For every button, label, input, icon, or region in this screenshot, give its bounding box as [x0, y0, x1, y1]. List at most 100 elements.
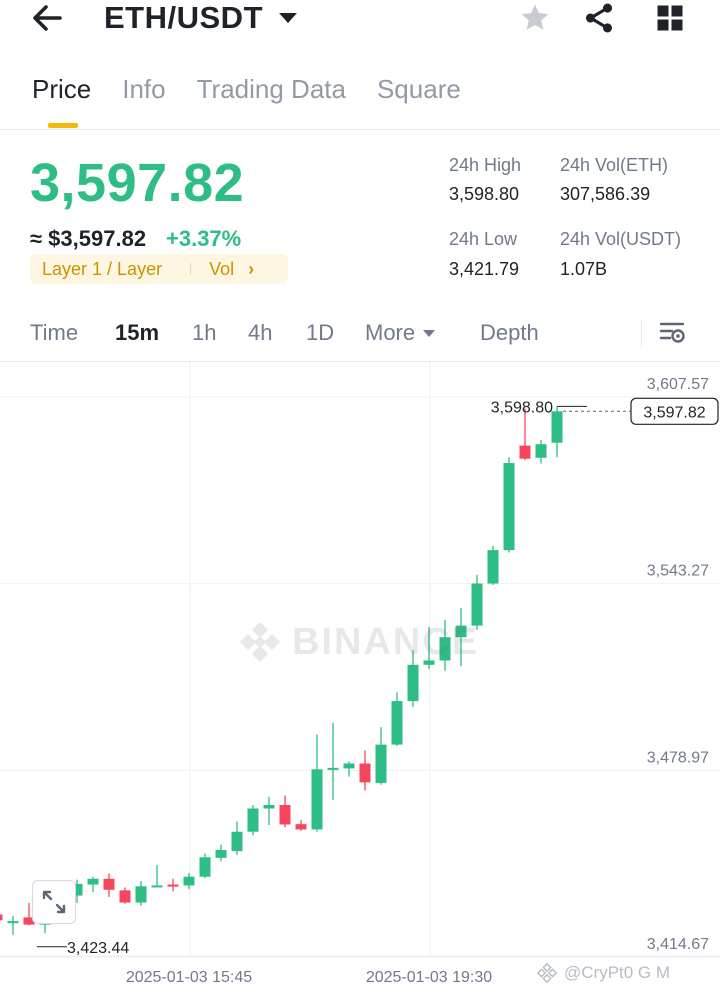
top-bar: ETH/USDT [0, 0, 720, 40]
tab-square[interactable]: Square [376, 74, 461, 104]
x-axis-label: 2025-01-03 15:45 [126, 969, 252, 986]
chevron-right-icon: › [248, 258, 255, 279]
candle-body [471, 583, 483, 626]
share-icon [585, 3, 613, 33]
main-tabs: Price Info Trading Data Square [32, 74, 492, 128]
tag-vol-label: Vol [209, 258, 235, 279]
candle-body [199, 857, 211, 877]
favorite-button[interactable] [517, 0, 553, 36]
candle-body [119, 890, 131, 903]
candle-body [407, 664, 419, 702]
credit-text: @CryPt0 G M [564, 963, 671, 982]
stat-high-label: 24h High [449, 155, 522, 175]
candle-body [535, 444, 547, 458]
candle-body [215, 850, 227, 858]
binance-watermark: BINANCE [236, 618, 479, 666]
tab-trading-data[interactable]: Trading Data [196, 74, 346, 104]
candle-body [423, 660, 435, 665]
y-axis-label: 3,543.27 [647, 563, 709, 580]
layout-button[interactable] [652, 0, 688, 36]
interval-bar: Time 15m 1h 4h 1D More Depth [0, 314, 720, 354]
candle-body [551, 411, 563, 443]
candle-body [247, 808, 259, 832]
interval-4h[interactable]: 4h [248, 320, 273, 345]
candle-body [455, 625, 467, 638]
candle-body [375, 744, 387, 783]
interval-depth[interactable]: Depth [480, 320, 539, 345]
binance-square-logo-icon [536, 962, 558, 984]
candle-body [135, 886, 147, 903]
interval-separator [641, 320, 642, 348]
candle-body [503, 463, 515, 551]
x-axis-label: 2025-01-03 19:30 [366, 969, 492, 986]
y-axis-label: 3,607.57 [647, 376, 709, 393]
candle-body [279, 805, 291, 825]
last-price-tag [630, 397, 719, 425]
last-price-tag-label: 3,597.82 [643, 404, 705, 421]
back-arrow-icon [33, 5, 62, 31]
candle-body [519, 445, 531, 459]
stat-vol-usdt-value: 1.07B [560, 259, 608, 279]
candle-body [487, 550, 499, 584]
candle-body [71, 883, 83, 896]
dropdown-caret-icon [279, 13, 297, 23]
interval-time[interactable]: Time [30, 320, 79, 345]
interval-more[interactable]: More [365, 320, 436, 346]
stat-vol-eth-value: 307,586.39 [560, 184, 651, 204]
low-marker-label: 3,423.44 [67, 940, 129, 957]
candle-body [167, 884, 179, 887]
divider [0, 361, 720, 362]
candle-body [295, 824, 307, 830]
watermark-text: BINANCE [292, 620, 480, 663]
interval-1h[interactable]: 1h [192, 320, 217, 345]
interval-1d[interactable]: 1D [306, 320, 335, 345]
grid-icon [657, 5, 683, 31]
last-price: 3,597.82 [30, 153, 245, 213]
fiat-price: ≈ $3,597.82 [30, 226, 147, 251]
candle-body [391, 701, 403, 745]
pair-title: ETH/USDT [104, 0, 263, 35]
price-change-percent: +3.37% [166, 226, 242, 251]
fullscreen-button[interactable] [32, 880, 76, 924]
tag-category-label: Layer 1 / Layer [42, 258, 163, 279]
tab-price[interactable]: Price [32, 74, 91, 128]
chart-settings-button[interactable] [659, 319, 687, 352]
interval-15m[interactable]: 15m [115, 320, 160, 345]
candle-body [359, 763, 371, 783]
back-button[interactable] [30, 2, 70, 34]
candle-body [439, 637, 451, 661]
candlestick-chart[interactable]: 3,607.57 3,543.27 3,478.97 3,414.67 2025-01-… [0, 362, 720, 995]
y-axis-label: 3,414.67 [647, 936, 709, 953]
candle-body [183, 876, 195, 886]
candle-body [0, 914, 3, 921]
candle-body [311, 769, 323, 830]
y-axis-label: 3,478.97 [647, 749, 709, 766]
candle-body [7, 921, 19, 924]
divider [0, 129, 720, 130]
candle-body [23, 917, 35, 925]
stat-low-label: 24h Low [449, 229, 518, 249]
credit-watermark: @CryPt0 G M [536, 962, 670, 984]
candle-body [151, 885, 163, 888]
binance-logo-icon [240, 622, 280, 662]
expand-icon [42, 890, 66, 914]
tab-info[interactable]: Info [122, 74, 166, 104]
chart-settings-icon [659, 322, 685, 343]
pair-selector[interactable]: ETH/USDT [104, 0, 297, 36]
candle-body [231, 831, 243, 852]
stat-vol-usdt-label: 24h Vol(USDT) [560, 229, 682, 249]
candle-body [263, 805, 275, 809]
candle-body [343, 763, 355, 769]
candle-body [87, 878, 99, 885]
candle-body [327, 767, 339, 770]
share-button[interactable] [581, 0, 617, 36]
caret-down-icon [423, 329, 436, 337]
candle-body [103, 878, 115, 890]
star-icon [521, 4, 549, 30]
stat-high-value: 3,598.80 [449, 184, 520, 204]
interval-more-label: More [365, 320, 416, 345]
stat-vol-eth-label: 24h Vol(ETH) [560, 155, 669, 175]
category-tag[interactable]: Layer 1 / Layer Vol › [30, 254, 288, 284]
high-marker-label: 3,598.80 [491, 399, 553, 416]
tag-separator [190, 263, 192, 275]
